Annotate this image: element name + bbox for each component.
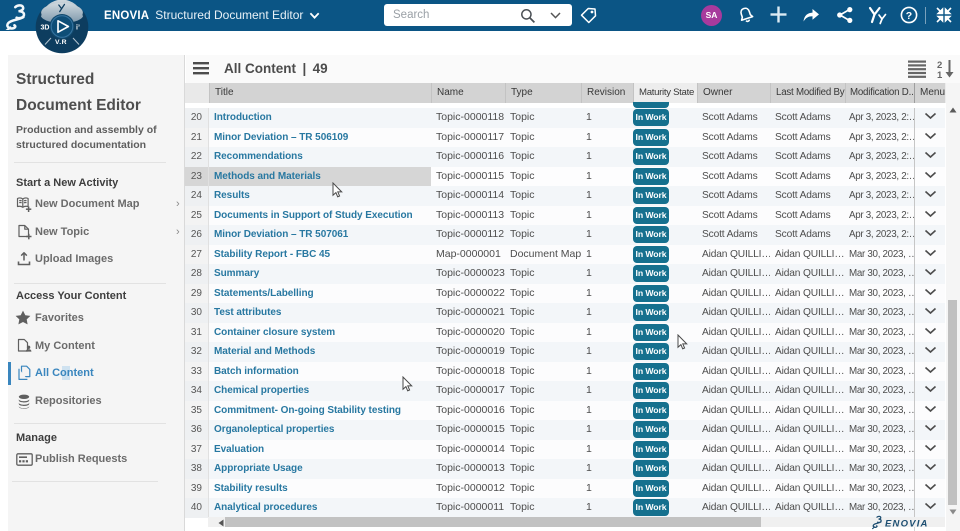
svg-text:2: 2 (937, 60, 942, 71)
svg-text:?: ? (906, 10, 912, 22)
svg-text:1: 1 (937, 70, 943, 79)
svg-text:i’: i’ (76, 25, 80, 32)
svg-text:V.R: V.R (55, 39, 67, 46)
svg-text:3D: 3D (41, 25, 50, 32)
svg-text:ENOVIA: ENOVIA (885, 519, 929, 530)
